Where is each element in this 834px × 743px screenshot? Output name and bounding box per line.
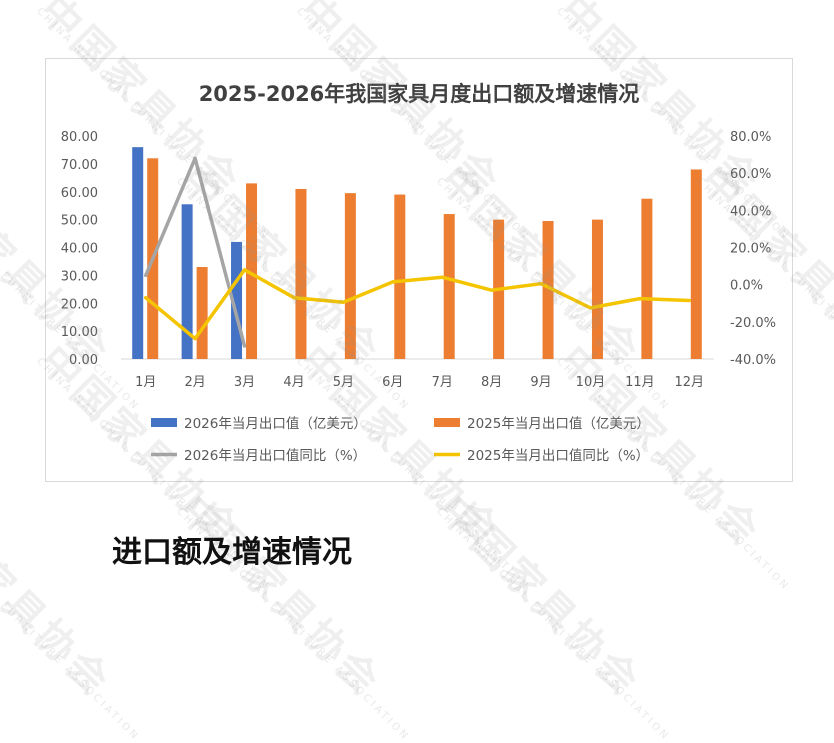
legend-swatch — [434, 418, 460, 427]
bar-2025-2 — [196, 267, 208, 359]
y-left-tick-label: 70.00 — [61, 158, 98, 173]
x-tick-label: 4月 — [283, 375, 304, 390]
y-left-tick-label: 50.00 — [61, 214, 98, 229]
y-left-tick-label: 40.00 — [61, 242, 98, 257]
line-2025-yoy — [143, 268, 692, 341]
bar-2026-1 — [132, 147, 144, 359]
y-right-tick-label: 40.0% — [730, 204, 771, 219]
y-left-tick-label: 0.00 — [69, 353, 98, 368]
y-right-tick-label: -20.0% — [730, 316, 776, 331]
watermark-text: 中国家具协会 — [170, 487, 390, 707]
x-tick-label: 8月 — [481, 375, 502, 390]
watermark-text: 中国家具协会 — [0, 487, 120, 707]
y-right-tick-label: 80.0% — [730, 130, 771, 145]
x-tick-label: 2月 — [184, 375, 205, 390]
legend-swatch — [151, 418, 177, 427]
bar-2025-9 — [542, 221, 554, 359]
watermark-text: 中国家具协会 — [430, 487, 650, 707]
bar-2026-2 — [181, 204, 193, 359]
legend-label: 2025年当月出口值同比（%） — [467, 448, 649, 464]
bar-2025-12 — [690, 169, 702, 359]
x-tick-label: 9月 — [530, 375, 551, 390]
bar-2026-3 — [231, 241, 243, 359]
bar-2025-6 — [394, 194, 406, 359]
bar-2025-3 — [246, 183, 258, 359]
y-right-tick-label: 0.0% — [730, 279, 763, 294]
bar-2025-11 — [641, 198, 653, 359]
x-tick-label: 6月 — [382, 375, 403, 390]
y-left-tick-label: 60.00 — [61, 186, 98, 201]
legend: 2026年当月出口值（亿美元） 2025年当月出口值（亿美元） 2026年当月出口值… — [151, 416, 650, 464]
bar-2025-4 — [295, 188, 307, 359]
x-tick-label: 5月 — [333, 375, 354, 390]
x-tick-label: 11月 — [625, 375, 655, 390]
legend-label: 2026年当月出口值同比（%） — [184, 448, 366, 464]
legend-label: 2025年当月出口值（亿美元） — [467, 416, 650, 432]
chart-svg: 2025-2026年我国家具月度出口额及增速情况 0.00 10.00 20.00 3… — [61, 82, 776, 464]
y-left-tick-label: 30.00 — [61, 269, 98, 284]
x-tick-label: 3月 — [234, 375, 255, 390]
y-left-tick-label: 80.00 — [61, 130, 98, 145]
line-2026-yoy — [143, 156, 247, 348]
legend-item: 2025年当月出口值（亿美元） — [434, 416, 650, 432]
y-left-tick-label: 10.00 — [61, 325, 98, 340]
x-tick-label: 1月 — [135, 375, 156, 390]
watermark-english: CHINA NATIONAL FURNITURE ASSOCIATION — [434, 506, 672, 743]
x-tick-label: 12月 — [675, 375, 705, 390]
chart-title: 2025-2026年我国家具月度出口额及增速情况 — [199, 82, 640, 106]
legend-item: 2025年当月出口值同比（%） — [434, 448, 649, 464]
bar-2025-7 — [443, 214, 455, 359]
y-right-tick-label: -40.0% — [730, 353, 776, 368]
x-tick-label: 7月 — [432, 375, 453, 390]
bar-2025-5 — [344, 193, 356, 359]
y-right-tick-label: 20.0% — [730, 242, 771, 257]
chart-frame: 2025-2026年我国家具月度出口额及增速情况 0.00 10.00 20.00 3… — [45, 58, 793, 482]
y-left-tick-label: 20.00 — [61, 297, 98, 312]
bar-2025-10 — [591, 219, 603, 359]
plot-layer: 0.00 10.00 20.00 30.00 40.00 50.00 60.00 70.00 8… — [61, 130, 776, 390]
x-tick-label: 10月 — [576, 375, 606, 390]
legend-label: 2026年当月出口值（亿美元） — [184, 416, 367, 432]
legend-item: 2026年当月出口值同比（%） — [151, 448, 366, 464]
legend-item: 2026年当月出口值（亿美元） — [151, 416, 367, 432]
y-right-tick-label: 60.0% — [730, 167, 771, 182]
section-heading: 进口额及增速情况 — [112, 535, 352, 570]
